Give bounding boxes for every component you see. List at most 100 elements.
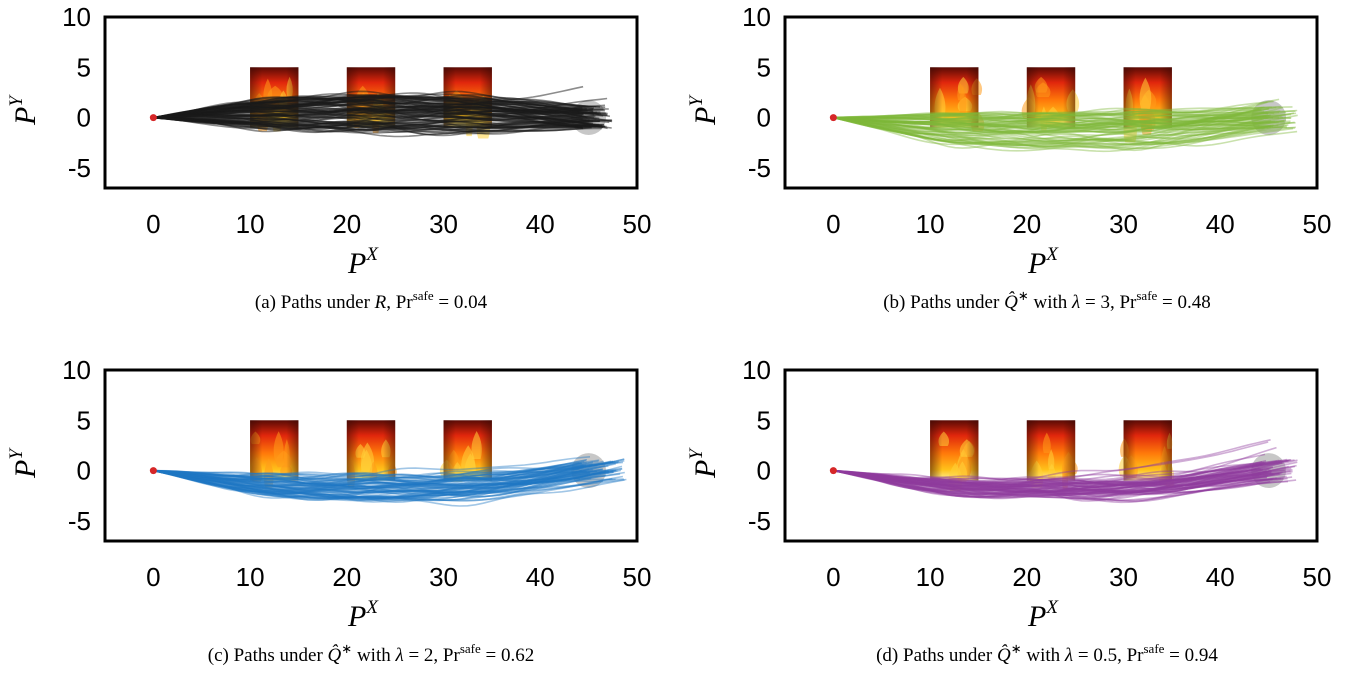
path-line: [833, 469, 1272, 502]
path-line: [833, 469, 1281, 493]
path-line: [153, 460, 614, 491]
path-line: [833, 469, 1282, 487]
path-line: [153, 461, 614, 493]
path-line: [153, 462, 580, 486]
y-tick-label: 10: [742, 355, 771, 385]
x-tick-label: 50: [623, 209, 652, 239]
path-line: [153, 464, 584, 480]
path-line: [833, 463, 1262, 485]
path-line: [833, 113, 1267, 120]
path-line: [153, 469, 595, 501]
x-tick-label: 10: [916, 562, 945, 592]
path-line: [153, 469, 614, 490]
path-line: [833, 116, 1296, 142]
path-line: [833, 112, 1279, 127]
y-axis-label: PY: [686, 94, 722, 126]
path-line: [153, 466, 584, 491]
path-line: [153, 469, 615, 493]
y-tick-label: 10: [62, 2, 91, 32]
path-line: [153, 469, 606, 488]
path-line: [833, 106, 1265, 146]
caption-d: (d) Paths under Q̂∗ with λ = 0.5, Prsafe…: [876, 641, 1218, 666]
y-tick-label: -5: [748, 506, 771, 536]
path-line: [153, 469, 592, 501]
path-line: [153, 469, 602, 489]
path-line: [833, 116, 1296, 129]
path-line: [833, 116, 1291, 146]
path-line: [833, 116, 1287, 131]
path-line: [153, 460, 616, 499]
path-line: [833, 469, 1275, 495]
x-tick-label: 10: [236, 562, 265, 592]
path-line: [833, 108, 1262, 137]
y-tick-label: -5: [748, 153, 771, 183]
path-line: [833, 468, 1270, 488]
path-line: [833, 107, 1270, 134]
path-line: [153, 469, 604, 486]
path-line: [153, 469, 625, 495]
path-line: [833, 106, 1263, 130]
path-line: [153, 459, 625, 498]
path-line: [833, 116, 1264, 152]
path-line: [833, 469, 1262, 493]
path-line: [153, 458, 625, 498]
path-line: [153, 469, 609, 489]
path-line: [153, 468, 603, 483]
path-line: [833, 459, 1291, 495]
path-line: [833, 116, 1298, 148]
path-line: [833, 469, 1293, 486]
x-tick-label: 20: [332, 209, 361, 239]
path-line: [153, 463, 593, 486]
x-tick-label: 10: [236, 209, 265, 239]
goal-region: [1251, 453, 1287, 488]
path-line: [833, 459, 1292, 487]
path-line: [153, 107, 606, 119]
path-line: [833, 100, 1274, 123]
path-line: [833, 112, 1282, 119]
path-line: [833, 116, 1287, 150]
path-line: [833, 109, 1298, 125]
paths: [833, 98, 1298, 153]
path-line: [833, 111, 1262, 120]
path-line: [833, 109, 1262, 119]
path-line: [833, 113, 1292, 132]
path-line: [833, 116, 1275, 130]
y-tick-label: 0: [757, 456, 771, 486]
path-line: [833, 116, 1274, 130]
path-line: [153, 460, 599, 486]
path-line: [833, 106, 1284, 145]
caption-b: (b) Paths under Q̂∗ with λ = 3, Prsafe =…: [883, 288, 1211, 313]
path-line: [833, 469, 1283, 495]
path-line: [833, 469, 1270, 499]
path-line: [833, 469, 1280, 496]
path-line: [833, 116, 1295, 129]
path-line: [833, 469, 1287, 496]
path-line: [833, 116, 1271, 127]
path-line: [833, 453, 1266, 488]
y-axis-label: PY: [686, 447, 722, 479]
path-line: [153, 464, 587, 488]
path-line: [833, 462, 1283, 488]
path-line: [833, 459, 1298, 490]
path-line: [153, 469, 613, 502]
path-line: [833, 113, 1269, 133]
path-line: [833, 116, 1279, 134]
path-line: [833, 461, 1265, 486]
path-line: [833, 459, 1289, 482]
path-line: [833, 469, 1272, 493]
x-tick-label: 50: [623, 562, 652, 592]
x-tick-label: 0: [826, 562, 840, 592]
path-line: [833, 460, 1289, 487]
path-line: [833, 111, 1261, 124]
path-line: [833, 469, 1268, 488]
path-line: [833, 112, 1292, 120]
path-line: [833, 112, 1295, 143]
path-line: [833, 110, 1296, 119]
y-axis-label: PY: [6, 447, 42, 479]
path-line: [833, 460, 1277, 493]
path-line: [153, 460, 604, 499]
path-line: [153, 467, 623, 487]
y-axis-label: PY: [6, 94, 42, 126]
y-tick-label: 5: [757, 52, 771, 82]
path-line: [153, 456, 591, 479]
